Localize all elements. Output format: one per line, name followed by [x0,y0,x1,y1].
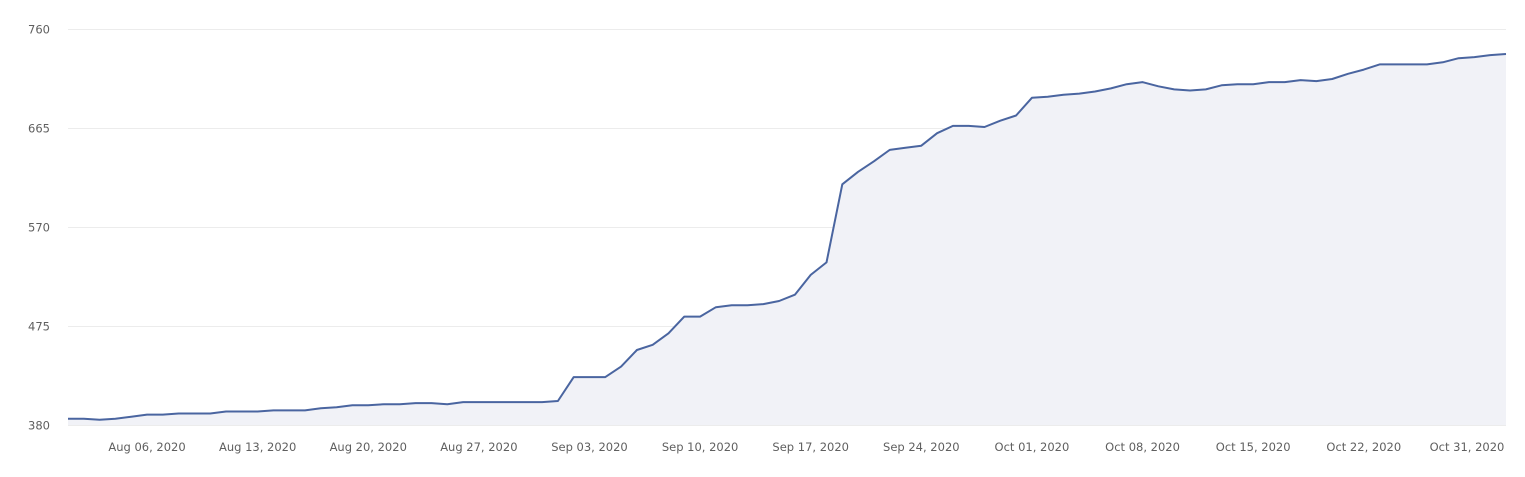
x-tick-label: Aug 06, 2020 [108,440,185,454]
area-fill [68,54,1506,425]
y-axis: 380 475 570 665 760 [28,23,50,433]
x-tick-label: Sep 10, 2020 [662,440,739,454]
x-tick-label: Aug 27, 2020 [440,440,517,454]
x-tick-label: Oct 01, 2020 [995,440,1070,454]
y-tick-label: 665 [28,122,50,136]
x-tick-label: Oct 15, 2020 [1216,440,1291,454]
x-tick-label: Aug 20, 2020 [330,440,407,454]
y-tick-label: 380 [28,419,50,433]
y-tick-label: 475 [28,320,50,334]
x-tick-label: Aug 13, 2020 [219,440,296,454]
y-tick-label: 760 [28,23,50,37]
x-tick-label: Oct 22, 2020 [1326,440,1401,454]
x-tick-label: Sep 24, 2020 [883,440,960,454]
x-tick-label: Sep 03, 2020 [551,440,628,454]
x-tick-label: Oct 08, 2020 [1105,440,1180,454]
x-tick-label: Sep 17, 2020 [772,440,849,454]
x-tick-label: Oct 31, 2020 [1430,440,1505,454]
data-line [68,53,1507,421]
x-axis: Aug 06, 2020 Aug 13, 2020 Aug 20, 2020 Aug … [108,440,1504,454]
y-tick-label: 570 [28,221,50,235]
